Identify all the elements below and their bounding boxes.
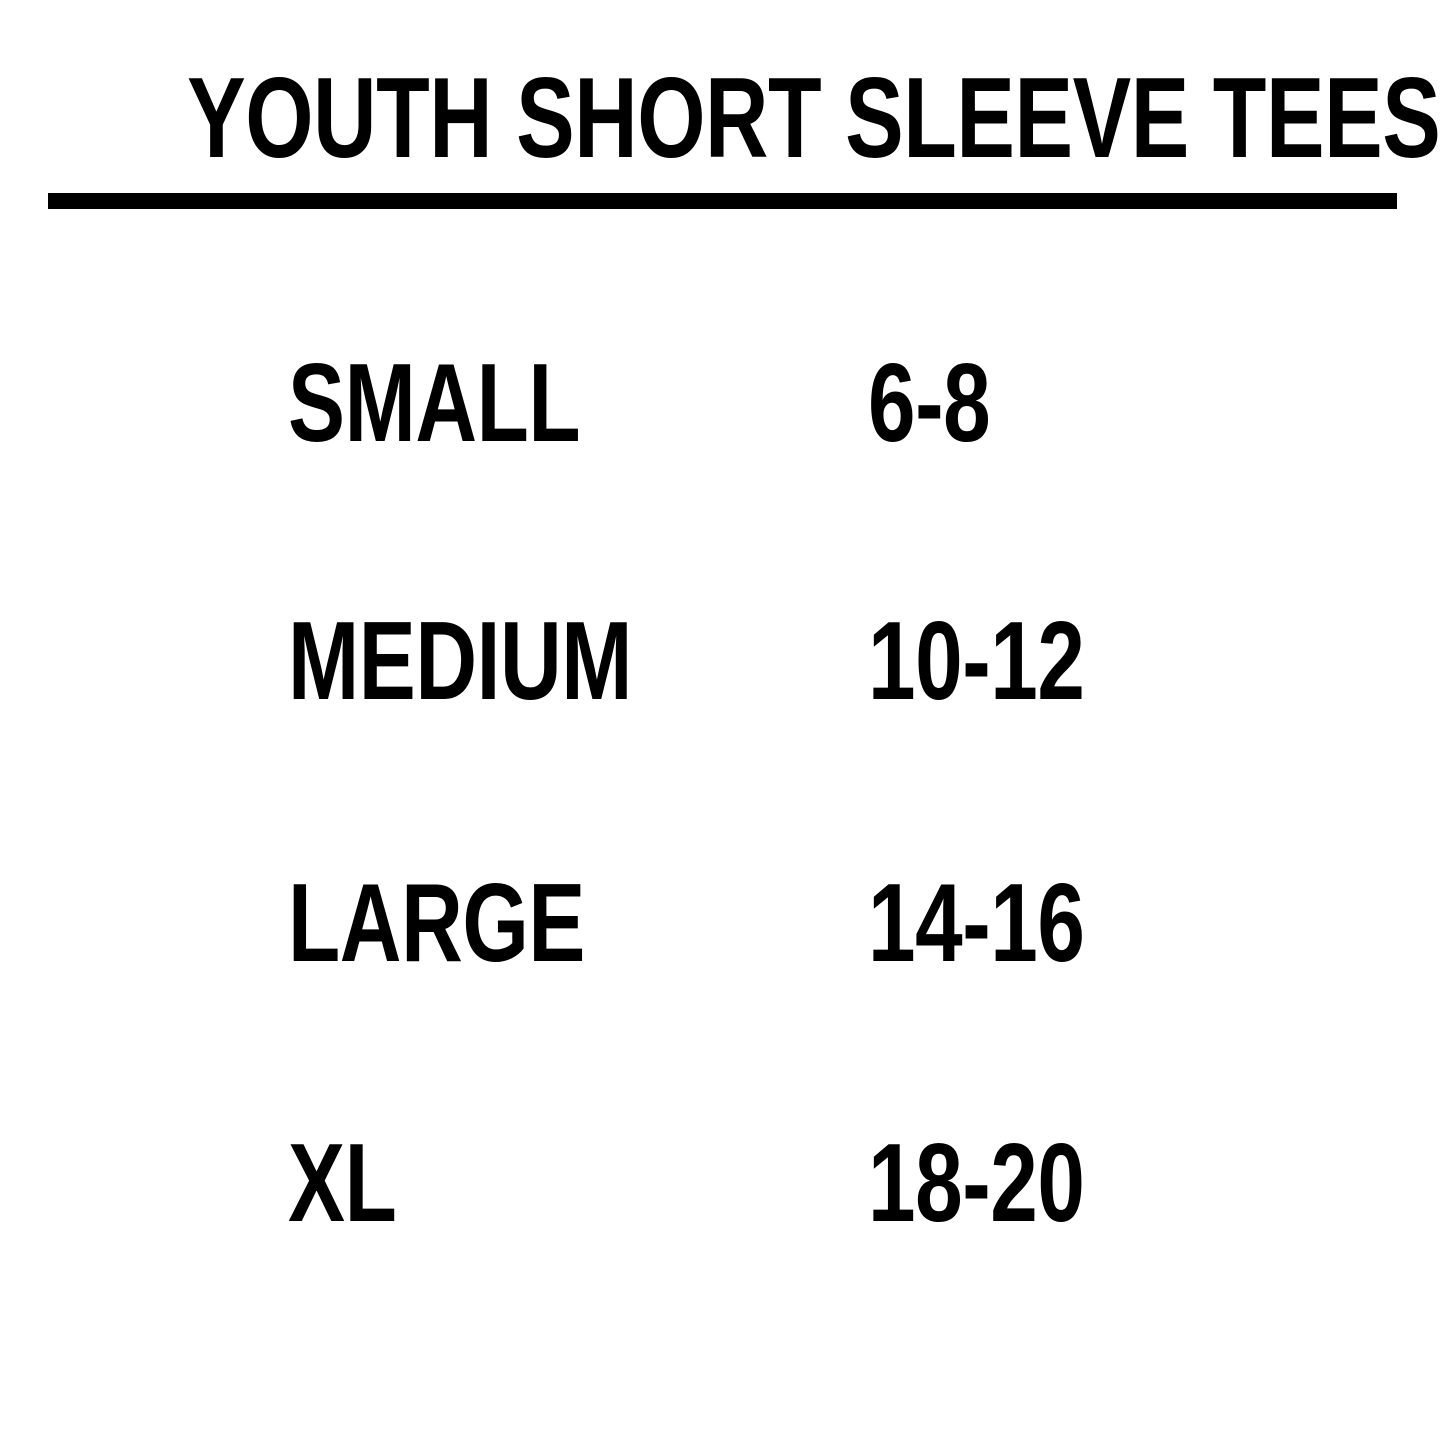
size-row-xl: XL 18-20 <box>0 1123 1445 1243</box>
size-range: 6-8 <box>868 341 991 465</box>
size-range: 14-16 <box>868 861 1085 985</box>
size-label: SMALL <box>288 341 581 465</box>
title-underline-rule <box>48 193 1397 209</box>
size-label: MEDIUM <box>288 599 633 723</box>
size-row-small: SMALL 6-8 <box>0 343 1445 463</box>
size-label: LARGE <box>288 861 586 985</box>
size-row-medium: MEDIUM 10-12 <box>0 601 1445 721</box>
size-range: 10-12 <box>868 599 1085 723</box>
size-row-large: LARGE 14-16 <box>0 863 1445 983</box>
size-label: XL <box>288 1121 397 1245</box>
size-chart-header: YOUTH SHORT SLEEVE TEES <box>0 59 1445 179</box>
size-chart-title: YOUTH SHORT SLEEVE TEES <box>187 55 1441 182</box>
size-range: 18-20 <box>868 1121 1085 1245</box>
